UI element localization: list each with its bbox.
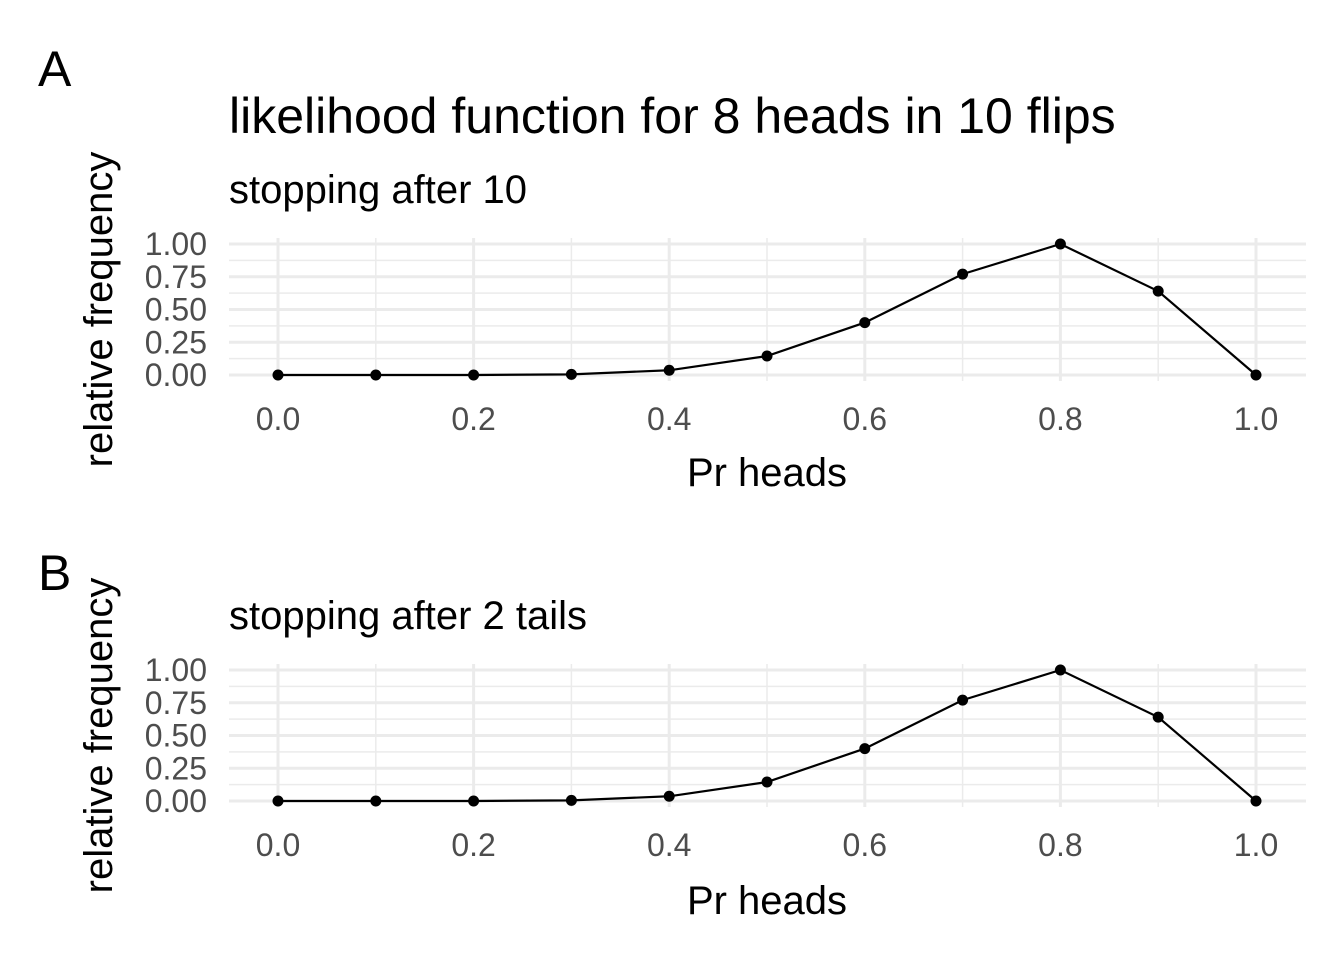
x-axis-title: Pr heads: [687, 451, 847, 495]
x-tick-label: 0.6: [843, 401, 887, 437]
data-point: [1152, 711, 1164, 723]
data-point: [272, 795, 284, 807]
data-point: [859, 317, 871, 329]
data-point: [1054, 664, 1066, 676]
y-tick-label: 0.25: [145, 324, 207, 360]
y-tick-label: 1.00: [145, 226, 207, 262]
y-tick-label: 0.75: [145, 259, 207, 295]
x-tick-label: 0.2: [451, 401, 495, 437]
panel-b-subtitle: stopping after 2 tails: [229, 594, 587, 638]
y-axis-title: relative frequency: [77, 152, 121, 468]
x-axis-title: Pr heads: [687, 879, 847, 923]
data-point: [565, 794, 577, 806]
data-point: [370, 795, 382, 807]
panel-b-tag: B: [38, 545, 71, 601]
panel-a-plot: 0.000.250.500.751.00 0.0 0.2 0.4 0.6 0.8 1.0 Pr…: [77, 152, 1306, 495]
x-tick-label: 0.0: [256, 827, 300, 863]
x-tick-label: 1.0: [1234, 401, 1278, 437]
x-tick-label: 0.8: [1038, 401, 1082, 437]
data-point: [565, 368, 577, 380]
data-point: [1250, 369, 1262, 381]
data-point: [663, 790, 675, 802]
data-point: [957, 694, 969, 706]
x-tick-label: 0.4: [647, 401, 691, 437]
data-point: [272, 369, 284, 381]
x-tick-label: 0.0: [256, 401, 300, 437]
y-tick-label: 1.00: [145, 652, 207, 688]
panel-a-subtitle: stopping after 10: [229, 168, 527, 212]
y-tick-label: 0.00: [145, 357, 207, 393]
panel-b-plot: 0.000.250.500.751.00 0.0 0.2 0.4 0.6 0.8 1.0 Pr…: [77, 578, 1306, 923]
data-point: [1152, 285, 1164, 297]
data-point: [370, 369, 382, 381]
data-point: [761, 350, 773, 362]
x-tick-label: 0.8: [1038, 827, 1082, 863]
x-tick-label: 0.4: [647, 827, 691, 863]
figure-title: likelihood function for 8 heads in 10 fl…: [229, 88, 1116, 144]
y-tick-label: 0.50: [145, 718, 207, 754]
x-tick-label: 0.6: [843, 827, 887, 863]
data-point: [663, 364, 675, 376]
panel-a-tag: A: [38, 41, 72, 97]
y-axis-title: relative frequency: [77, 578, 121, 894]
data-point: [1054, 238, 1066, 250]
data-point: [468, 795, 480, 807]
x-tick-label: 1.0: [1234, 827, 1278, 863]
data-point: [957, 268, 969, 280]
y-tick-label: 0.50: [145, 292, 207, 328]
y-tick-label: 0.00: [145, 783, 207, 819]
x-tick-label: 0.2: [451, 827, 495, 863]
y-tick-label: 0.25: [145, 750, 207, 786]
data-point: [761, 776, 773, 788]
y-tick-label: 0.75: [145, 685, 207, 721]
data-point: [468, 369, 480, 381]
data-point: [1250, 795, 1262, 807]
data-point: [859, 743, 871, 755]
